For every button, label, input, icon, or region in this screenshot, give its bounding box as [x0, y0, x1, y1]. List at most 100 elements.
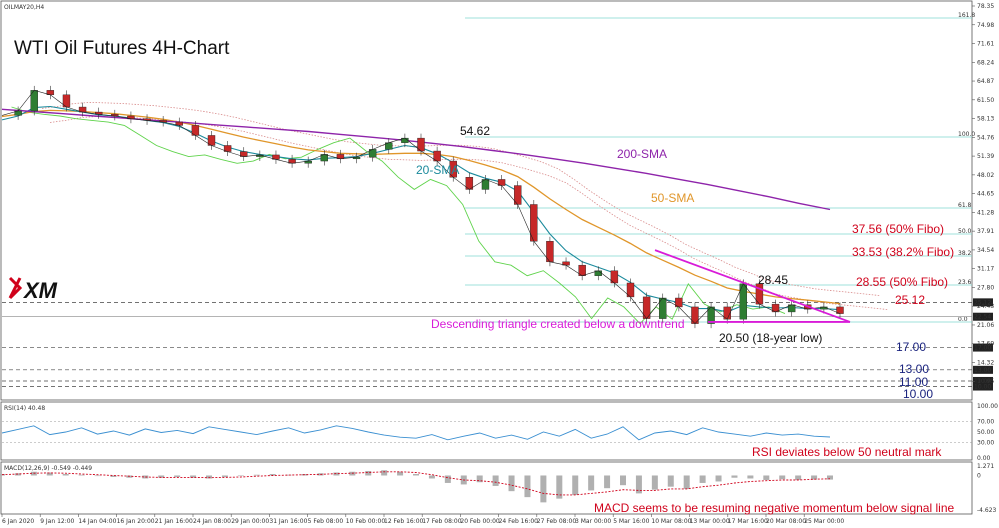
macd-histogram-bar — [269, 473, 276, 476]
time-tick-label: 9 Jan 12:00 — [40, 518, 74, 525]
macd-annotation: MACD seems to be resuming negative momen… — [594, 501, 954, 515]
low-label: 20.50 (18-year low) — [719, 331, 822, 345]
macd-histogram-bar — [795, 475, 802, 480]
macd-histogram-bar — [715, 475, 722, 482]
macd-histogram-bar — [604, 475, 611, 489]
price-marker-text: 11.00 — [974, 378, 991, 385]
sma200-line — [1, 108, 831, 211]
price-tick-label: 34.54 — [977, 247, 994, 254]
macd-histogram-bar — [110, 475, 117, 477]
macd-histogram-bar — [747, 475, 754, 479]
macd-histogram-bar — [811, 475, 818, 480]
macd-histogram-bar — [508, 475, 515, 492]
level-1100-label: 11.00 — [899, 375, 928, 389]
price-marker-text: 13.00 — [974, 367, 991, 374]
price-tick-label: 78.35 — [977, 3, 994, 10]
macd-tick-label: -4.623 — [977, 507, 997, 514]
macd-histogram-bar — [651, 475, 658, 490]
price-tick-label: 71.61 — [977, 41, 994, 48]
price-marker-box — [973, 376, 993, 385]
macd-histogram-bar — [699, 475, 706, 483]
fib-ratio-label: 0.0 — [958, 316, 968, 323]
fib-ratio-label: 23.6 — [958, 279, 972, 286]
descending-triangle — [654, 249, 851, 323]
fib-ratio-label: 161.8 — [958, 12, 975, 19]
macd-histogram-bar — [556, 475, 563, 499]
price-marker-box — [973, 312, 993, 321]
xm-logo-text: XM — [22, 278, 58, 303]
cloud-span-a — [41, 101, 881, 296]
price-tick-label: 61.50 — [977, 97, 994, 104]
xm-logo-icon — [8, 276, 23, 300]
macd-histogram-bar — [635, 475, 642, 494]
macd-histogram-bar — [683, 475, 690, 489]
ichimoku-cloud — [41, 101, 889, 310]
macd-title: MACD(12,26,9) -0.549 -0.449 — [4, 465, 92, 472]
time-tick-label: 12 Feb 16:00 — [384, 518, 424, 525]
time-tick-label: 6 Jan 2020 — [2, 518, 34, 525]
macd-histogram-bar — [237, 475, 244, 477]
macd-histogram-bar — [397, 471, 404, 476]
triangle-label: Descending triangle created below a down… — [431, 317, 685, 331]
level-2512-label: 25.12 — [895, 293, 925, 307]
time-tick-label: 5 Mar 16:00 — [613, 518, 649, 525]
price-tick-label: 37.91 — [977, 228, 994, 235]
macd-histogram-bar — [492, 475, 499, 486]
price-tick-label: 74.98 — [977, 22, 994, 29]
high-2845-label: 28.45 — [758, 273, 788, 287]
triangle-resistance-line — [654, 249, 851, 323]
time-tick-label: 17 Feb 08:00 — [422, 518, 462, 525]
price-tick-label: 51.39 — [977, 153, 994, 160]
rsi-tick-label: 50.00 — [977, 429, 994, 436]
time-tick-label: 16 Jan 20:00 — [117, 518, 155, 525]
fib-ratio-label: 50.0 — [958, 228, 972, 235]
price-marker-text: 25.12 — [974, 299, 991, 306]
time-tick-label: 21 Jan 16:00 — [155, 518, 193, 525]
price-marker-text: 17.00 — [974, 345, 991, 352]
price-tick-label: 24.43 — [977, 303, 994, 310]
time-tick-label: 24 Feb 16:00 — [499, 518, 539, 525]
fib-label-1: 37.56 (50% Fibo) — [852, 222, 944, 236]
macd-histogram-bar — [763, 475, 770, 480]
price-tick-label: 68.24 — [977, 59, 994, 66]
macd-histogram-bar — [620, 475, 626, 486]
price-candles — [1, 85, 844, 329]
macd-histogram-bar — [333, 472, 340, 476]
price-tick-label: 44.65 — [977, 191, 994, 198]
macd-histogram-bar — [428, 475, 435, 479]
macd-signal-line — [1, 471, 831, 496]
macd-histogram-bar — [476, 475, 483, 483]
level-1000-label: 10.00 — [903, 387, 933, 401]
fib-label-2: 33.53 (38.2% Fibo) — [852, 245, 954, 259]
time-axis: 6 Jan 2020 9 Jan 12:00 14 Jan 04:00 16 Jan … — [1, 514, 844, 525]
price-tick-label: 48.02 — [977, 172, 994, 179]
sma20-label: 20-SMA — [416, 163, 459, 177]
price-tick-label: 58.13 — [977, 116, 994, 123]
macd-histogram-bar — [524, 475, 531, 498]
fib-label-3: 28.55 (50% Fibo) — [856, 275, 948, 289]
time-tick-label: 14 Jan 04:00 — [78, 518, 116, 525]
time-tick-label: 29 Jan 00:00 — [231, 518, 269, 525]
macd-histogram-bar — [667, 475, 674, 487]
macd-histogram-bar — [540, 475, 547, 503]
fib-ratio-label: 100.0 — [958, 131, 975, 138]
price-tick-label: 10.95 — [977, 378, 994, 385]
macd-histogram-bar — [285, 474, 292, 476]
macd-histogram-bar — [94, 475, 101, 477]
time-tick-label: 20 Mar 08:00 — [766, 518, 806, 525]
macd-histogram-bar — [365, 471, 372, 476]
time-tick-label: 20 Feb 00:00 — [460, 518, 500, 525]
macd-histogram-bar — [221, 475, 228, 477]
symbol-label: OILMAY20,H4 — [4, 4, 44, 11]
cloud-span-b — [49, 115, 889, 310]
rsi-tick-label: 100.00 — [977, 403, 998, 410]
rsi-panel: 100.00 70.00 50.00 30.00 0.00 — [1, 403, 998, 462]
level-1700-label: 17.00 — [896, 340, 926, 354]
macd-histogram-bar — [588, 475, 595, 491]
price-axis: 78.35 74.98 71.61 68.24 64.87 61.50 58.13 54.76… — [972, 3, 994, 385]
time-tick-label: 25 Mar 00:00 — [804, 518, 844, 525]
price-tick-label: 27.80 — [977, 284, 994, 291]
rsi-panel-frame — [0, 401, 973, 461]
price-tick-label: 64.87 — [977, 78, 994, 85]
